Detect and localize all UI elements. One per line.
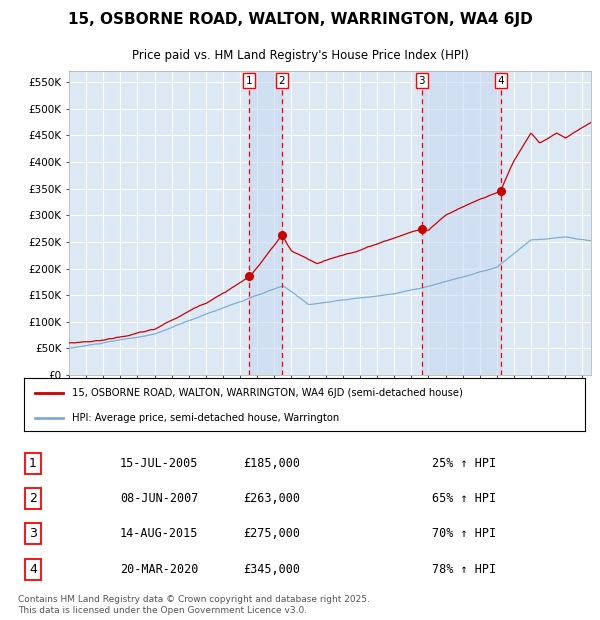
Bar: [422, 71, 500, 375]
Text: 70% ↑ HPI: 70% ↑ HPI: [432, 528, 496, 541]
Text: £263,000: £263,000: [243, 492, 300, 505]
Text: 14-AUG-2015: 14-AUG-2015: [120, 528, 199, 541]
Text: Contains HM Land Registry data © Crown copyright and database right 2025.
This d: Contains HM Land Registry data © Crown c…: [18, 595, 370, 614]
Text: 1: 1: [246, 76, 253, 86]
Text: 4: 4: [497, 76, 504, 86]
Text: 15, OSBORNE ROAD, WALTON, WARRINGTON, WA4 6JD: 15, OSBORNE ROAD, WALTON, WARRINGTON, WA…: [68, 12, 532, 27]
Text: 20-MAR-2020: 20-MAR-2020: [120, 563, 199, 576]
Text: HPI: Average price, semi-detached house, Warrington: HPI: Average price, semi-detached house,…: [71, 413, 339, 423]
Text: 4: 4: [29, 563, 37, 576]
Text: 65% ↑ HPI: 65% ↑ HPI: [432, 492, 496, 505]
Text: 3: 3: [29, 528, 37, 541]
Text: 15, OSBORNE ROAD, WALTON, WARRINGTON, WA4 6JD (semi-detached house): 15, OSBORNE ROAD, WALTON, WARRINGTON, WA…: [71, 388, 463, 398]
Text: 1: 1: [29, 456, 37, 469]
Text: 15-JUL-2005: 15-JUL-2005: [120, 456, 199, 469]
Text: 25% ↑ HPI: 25% ↑ HPI: [432, 456, 496, 469]
Bar: [250, 71, 282, 375]
Text: £185,000: £185,000: [243, 456, 300, 469]
Text: £275,000: £275,000: [243, 528, 300, 541]
Text: 2: 2: [29, 492, 37, 505]
Text: Price paid vs. HM Land Registry's House Price Index (HPI): Price paid vs. HM Land Registry's House …: [131, 49, 469, 62]
Text: 2: 2: [278, 76, 285, 86]
Text: 78% ↑ HPI: 78% ↑ HPI: [432, 563, 496, 576]
Text: £345,000: £345,000: [243, 563, 300, 576]
Text: 3: 3: [419, 76, 425, 86]
Text: 08-JUN-2007: 08-JUN-2007: [120, 492, 199, 505]
